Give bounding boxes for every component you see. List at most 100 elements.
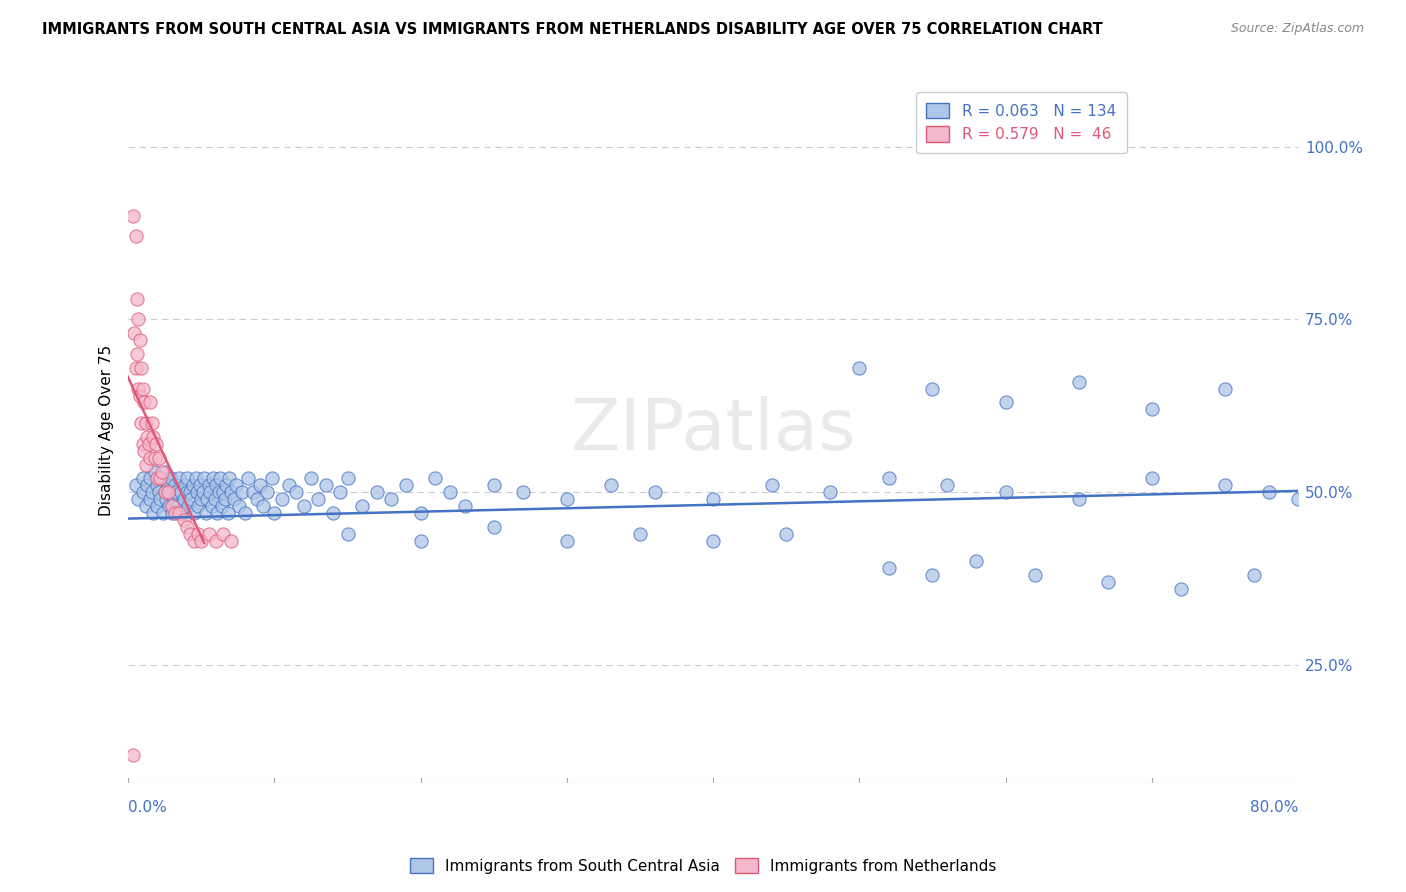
Point [142, 506, 165, 520]
Point [482, 478, 505, 492]
Point [228, 499, 250, 513]
Point [129, 388, 152, 402]
Point [236, 471, 259, 485]
Point [121, 747, 143, 762]
Point [187, 526, 209, 541]
Point [127, 492, 149, 507]
Point [172, 506, 194, 520]
Point [160, 506, 183, 520]
Point [136, 430, 159, 444]
Point [179, 485, 201, 500]
Point [169, 471, 191, 485]
Point [219, 533, 242, 548]
Point [142, 430, 165, 444]
Point [218, 471, 240, 485]
Point [225, 478, 247, 492]
Point [134, 443, 156, 458]
Point [292, 499, 315, 513]
Point [512, 485, 534, 500]
Point [260, 471, 283, 485]
Point [153, 465, 176, 479]
Point [148, 485, 170, 500]
Point [169, 506, 191, 520]
Point [141, 416, 163, 430]
Legend: R = 0.063   N = 134, R = 0.579   N =  46: R = 0.063 N = 134, R = 0.579 N = 46 [915, 92, 1126, 153]
Point [848, 360, 870, 375]
Point [439, 485, 461, 500]
Point [173, 513, 195, 527]
Point [242, 485, 264, 500]
Point [183, 533, 205, 548]
Point [135, 499, 157, 513]
Point [299, 471, 322, 485]
Point [153, 485, 176, 500]
Point [197, 478, 219, 492]
Point [183, 506, 205, 520]
Point [1097, 575, 1119, 590]
Point [176, 520, 198, 534]
Point [135, 458, 157, 472]
Point [209, 471, 232, 485]
Point [143, 465, 166, 479]
Point [179, 526, 201, 541]
Point [186, 485, 208, 500]
Point [156, 478, 179, 492]
Point [197, 526, 219, 541]
Point [132, 471, 155, 485]
Point [156, 485, 179, 500]
Point [994, 485, 1017, 500]
Point [149, 492, 172, 507]
Point [644, 485, 666, 500]
Point [153, 485, 176, 500]
Point [1243, 568, 1265, 582]
Point [1170, 582, 1192, 596]
Point [921, 568, 943, 582]
Point [217, 506, 239, 520]
Point [233, 506, 256, 520]
Point [145, 437, 167, 451]
Point [628, 526, 651, 541]
Point [702, 533, 724, 548]
Point [127, 382, 149, 396]
Point [150, 465, 173, 479]
Point [425, 471, 447, 485]
Point [395, 478, 418, 492]
Point [138, 437, 160, 451]
Point [322, 506, 344, 520]
Point [252, 499, 274, 513]
Point [146, 471, 169, 485]
Point [191, 485, 214, 500]
Text: 80.0%: 80.0% [1250, 800, 1298, 815]
Point [219, 485, 242, 500]
Point [1140, 402, 1163, 417]
Point [1213, 382, 1236, 396]
Text: 0.0%: 0.0% [128, 800, 167, 815]
Point [555, 533, 578, 548]
Point [124, 360, 146, 375]
Point [263, 506, 285, 520]
Point [135, 416, 157, 430]
Point [202, 471, 225, 485]
Point [380, 492, 402, 507]
Point [136, 478, 159, 492]
Point [366, 485, 388, 500]
Point [193, 471, 215, 485]
Point [173, 492, 195, 507]
Point [132, 382, 155, 396]
Point [125, 347, 148, 361]
Point [205, 533, 228, 548]
Point [131, 416, 153, 430]
Point [256, 485, 278, 500]
Point [1257, 485, 1279, 500]
Text: IMMIGRANTS FROM SOUTH CENTRAL ASIA VS IMMIGRANTS FROM NETHERLANDS DISABILITY AGE: IMMIGRANTS FROM SOUTH CENTRAL ASIA VS IM… [42, 22, 1102, 37]
Point [194, 506, 217, 520]
Point [132, 485, 155, 500]
Point [177, 499, 200, 513]
Point [139, 395, 162, 409]
Point [208, 485, 231, 500]
Point [936, 478, 959, 492]
Point [160, 499, 183, 513]
Point [1213, 478, 1236, 492]
Point [127, 312, 149, 326]
Point [198, 485, 221, 500]
